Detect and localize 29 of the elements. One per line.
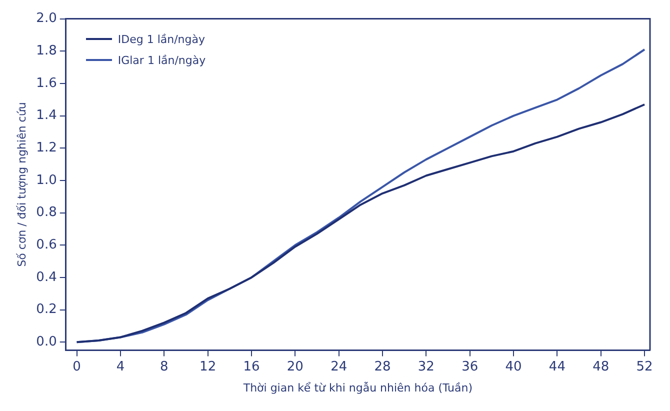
x-tick-label: 36 <box>462 359 478 374</box>
x-tick-label: 24 <box>330 359 348 374</box>
x-tick-label: 52 <box>636 359 653 374</box>
x-tick-label: 28 <box>374 359 391 374</box>
y-tick-label: 1.6 <box>36 76 57 91</box>
y-tick-label: 1.2 <box>36 140 57 156</box>
y-axis-title: Số cơn / đối tượng nghiên cứu <box>15 102 28 267</box>
x-axis-title: Thời gian kể từ khi ngẫu nhiên hóa (Tuần) <box>242 381 473 394</box>
y-tick-label: 1.4 <box>36 108 57 124</box>
y-tick-label: 2.0 <box>36 11 57 26</box>
y-tick-label: 1.8 <box>36 44 57 59</box>
legend-label: IGlar 1 lần/ngày <box>118 54 206 67</box>
y-tick-label: 0.4 <box>36 270 57 285</box>
x-tick-label: 40 <box>505 359 522 374</box>
x-tick-label: 12 <box>200 359 216 374</box>
y-tick-label: 0.2 <box>36 302 57 318</box>
x-tick-label: 32 <box>418 359 434 374</box>
x-tick-label: 8 <box>160 359 168 374</box>
legend-label: IDeg 1 lần/ngày <box>118 32 205 46</box>
y-tick-label: 0.8 <box>36 205 57 220</box>
x-tick-label: 44 <box>548 359 566 374</box>
x-tick-label: 0 <box>72 359 81 374</box>
x-tick-label: 20 <box>286 359 304 374</box>
x-tick-label: 48 <box>592 359 610 374</box>
x-tick-label: 16 <box>243 359 260 374</box>
y-tick-label: 0.0 <box>36 334 57 350</box>
x-tick-label: 4 <box>116 359 125 374</box>
y-tick-label: 1.0 <box>36 172 57 188</box>
y-tick-label: 0.6 <box>36 237 57 252</box>
